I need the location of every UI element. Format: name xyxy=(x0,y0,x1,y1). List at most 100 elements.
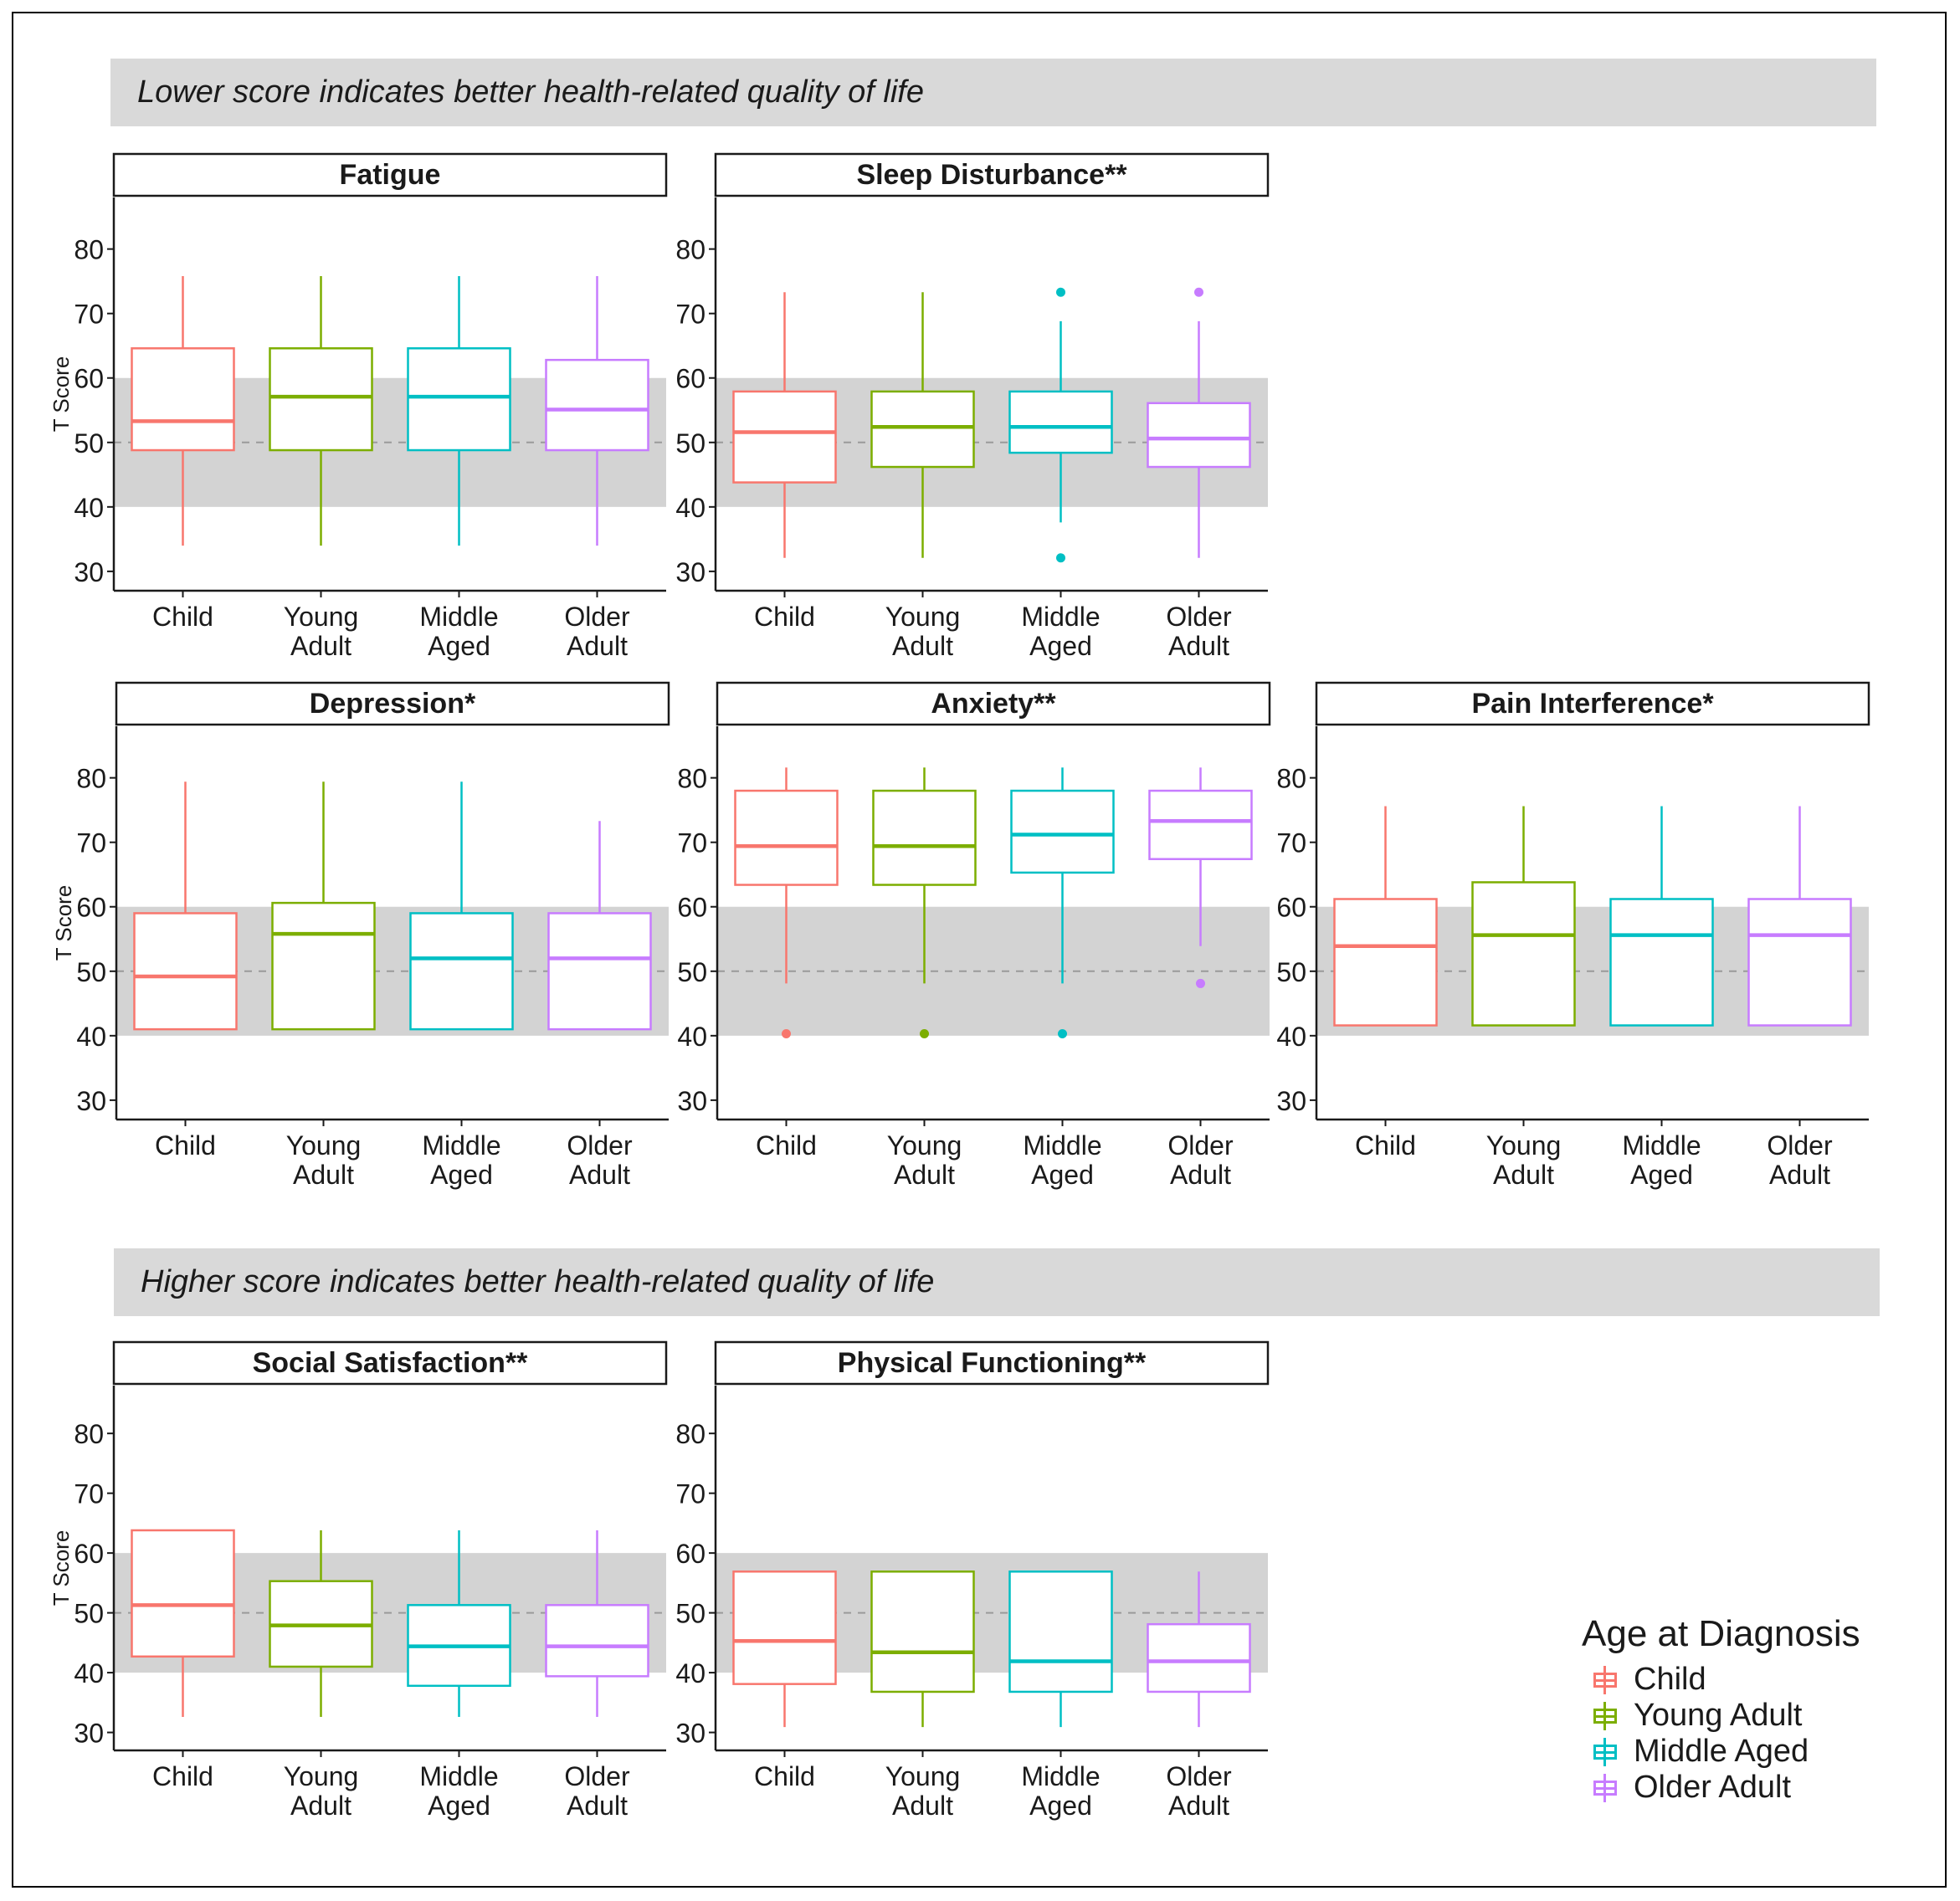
box-body xyxy=(1147,402,1251,469)
legend-label-older-adult: Older Adult xyxy=(1634,1770,1791,1805)
y-tick-label: 50 xyxy=(675,428,705,459)
x-tick-label: Middle xyxy=(1021,602,1100,632)
y-tick-label: 80 xyxy=(675,235,705,265)
legend-label-child: Child xyxy=(1634,1662,1706,1697)
outlier-point xyxy=(920,1029,929,1039)
banner-higher-better-text: Higher score indicates better health-rel… xyxy=(141,1264,935,1299)
x-tick-label: Middle xyxy=(419,1761,498,1791)
y-tick-label: 60 xyxy=(74,1539,104,1569)
x-tick-label: Child xyxy=(155,1130,216,1161)
x-tick-label: Older xyxy=(567,1130,633,1161)
box-middle-aged xyxy=(1609,806,1714,1027)
box-child xyxy=(732,1571,837,1728)
x-tick-label: Adult xyxy=(892,631,953,661)
box-body xyxy=(409,912,514,1031)
box-middle-aged xyxy=(1010,767,1115,1039)
box-older-adult xyxy=(1747,806,1852,1027)
x-tick-label: Adult xyxy=(1493,1160,1554,1190)
y-tick-label: 30 xyxy=(675,1719,705,1749)
y-axis-title: T Score xyxy=(49,356,74,433)
y-tick-label: 30 xyxy=(74,1719,104,1749)
x-tick-label: Older xyxy=(1166,1761,1232,1791)
y-tick-label: 70 xyxy=(677,828,707,858)
box-body xyxy=(870,390,975,469)
panel-title: Social Satisfaction** xyxy=(253,1347,529,1379)
x-tick-label: Child xyxy=(152,602,213,632)
box-body xyxy=(1609,898,1714,1027)
box-older-adult xyxy=(547,821,652,1031)
box-child xyxy=(732,292,837,558)
box-older-adult xyxy=(1147,1571,1251,1728)
panel-title: Anxiety** xyxy=(931,688,1056,720)
legend: Age at Diagnosis Child Young Adult Middl… xyxy=(1582,1613,1860,1806)
box-older-adult xyxy=(545,276,649,546)
panel-pain-interference: Pain Interference* 30 40 50 60 70 80 Child Young… xyxy=(1276,681,1870,1190)
x-tick-label: Young xyxy=(284,602,359,632)
box-body xyxy=(269,347,373,452)
panel-sleep-disturbance: Sleep Disturbance** 30 40 50 60 70 80 Child Youn… xyxy=(675,152,1270,661)
box-older-adult xyxy=(1148,767,1253,988)
box-young-adult xyxy=(269,276,373,546)
box-middle-aged xyxy=(407,276,511,546)
x-tick-label: Young xyxy=(284,1761,359,1791)
box-body xyxy=(547,912,652,1031)
legend-label-middle-aged: Middle Aged xyxy=(1634,1734,1809,1769)
banner-lower-better-text: Lower score indicates better health-rela… xyxy=(137,74,924,110)
y-tick-label: 70 xyxy=(74,300,104,330)
x-tick-label: Child xyxy=(1355,1130,1416,1161)
box-body xyxy=(133,912,238,1031)
x-tick-label: Adult xyxy=(290,631,351,661)
legend-item-young-adult: Young Adult xyxy=(1582,1698,1860,1734)
y-tick-label: 60 xyxy=(677,893,707,923)
box-body xyxy=(870,1571,975,1693)
panel-strip xyxy=(714,152,1270,197)
x-tick-label: Aged xyxy=(428,1791,490,1821)
banner-lower-better: Lower score indicates better health-rela… xyxy=(110,59,1876,126)
y-tick-label: 70 xyxy=(1276,828,1306,858)
box-body xyxy=(1747,898,1852,1027)
x-tick-label: Middle xyxy=(1021,1761,1100,1791)
box-body xyxy=(732,1571,837,1685)
box-young-adult xyxy=(1471,806,1576,1027)
box-child xyxy=(133,781,238,1031)
box-body xyxy=(1008,1571,1113,1693)
y-tick-label: 60 xyxy=(1276,893,1306,923)
box-body xyxy=(1471,881,1576,1027)
box-body xyxy=(131,1529,235,1658)
panel-strip xyxy=(112,152,668,197)
y-tick-label: 30 xyxy=(675,557,705,587)
y-axis-title: T Score xyxy=(49,1530,74,1606)
outlier-point xyxy=(1194,287,1203,297)
y-tick-label: 40 xyxy=(76,1022,106,1052)
box-body xyxy=(1010,789,1115,874)
x-tick-label: Adult xyxy=(293,1160,354,1190)
box-young-adult xyxy=(870,1571,975,1728)
box-child xyxy=(1333,806,1438,1027)
box-middle-aged xyxy=(409,781,514,1031)
x-tick-label: Aged xyxy=(430,1160,493,1190)
legend-label-young-adult: Young Adult xyxy=(1634,1698,1803,1733)
x-tick-label: Adult xyxy=(1168,1791,1229,1821)
banner-higher-better: Higher score indicates better health-rel… xyxy=(114,1248,1880,1316)
x-tick-label: Adult xyxy=(567,631,628,661)
figure-frame xyxy=(12,12,1947,1888)
x-tick-label: Young xyxy=(1486,1130,1562,1161)
y-tick-label: 30 xyxy=(677,1086,707,1116)
box-middle-aged xyxy=(407,1530,511,1717)
y-tick-label: 60 xyxy=(675,364,705,394)
panel-title: Pain Interference* xyxy=(1471,688,1714,720)
x-tick-label: Aged xyxy=(1029,631,1092,661)
panel-depression: Depression* 30 40 50 60 70 80 T Score Child Young… xyxy=(51,681,670,1190)
y-tick-label: 80 xyxy=(74,1419,104,1449)
y-tick-label: 80 xyxy=(675,1419,705,1449)
box-body xyxy=(1147,1622,1251,1693)
x-tick-label: Child xyxy=(756,1130,817,1161)
x-tick-label: Adult xyxy=(1168,631,1229,661)
x-tick-label: Adult xyxy=(290,1791,351,1821)
y-tick-label: 80 xyxy=(76,764,106,794)
panel-title: Sleep Disturbance** xyxy=(856,159,1127,191)
y-tick-label: 40 xyxy=(74,493,104,523)
y-tick-label: 30 xyxy=(1276,1086,1306,1116)
legend-key-older-adult xyxy=(1582,1771,1625,1805)
